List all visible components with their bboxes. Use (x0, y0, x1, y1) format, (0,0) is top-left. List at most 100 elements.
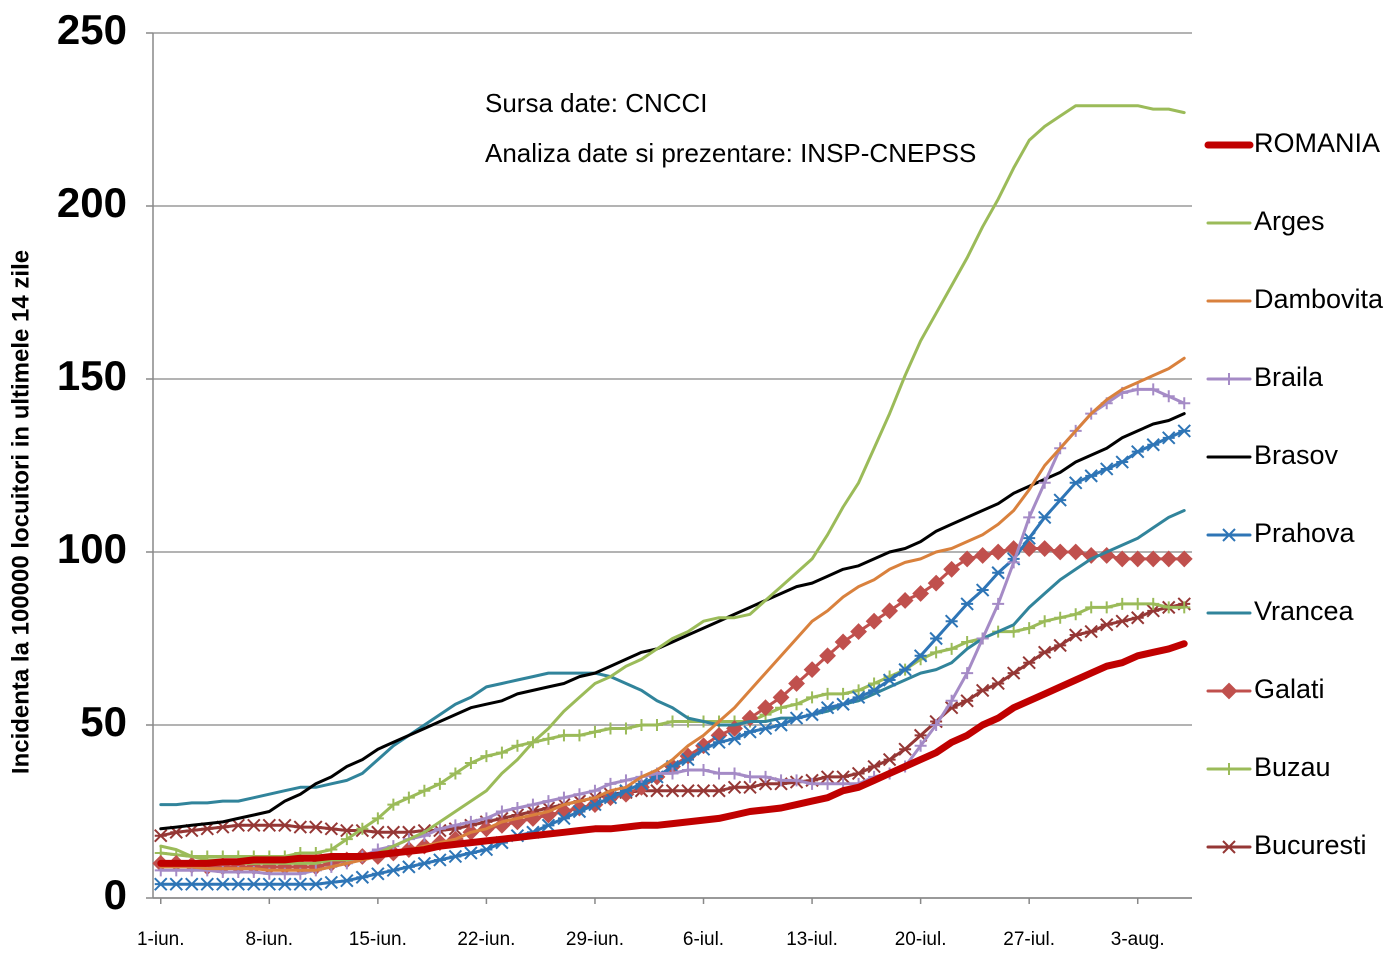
marker (834, 633, 852, 651)
marker (852, 684, 865, 697)
marker (1006, 666, 1021, 680)
marker (882, 673, 897, 687)
marker (1053, 638, 1067, 653)
marker (850, 623, 868, 640)
marker (882, 752, 897, 767)
marker (340, 873, 354, 888)
marker (836, 770, 850, 784)
legend-marker (1223, 763, 1235, 775)
marker (1162, 601, 1175, 614)
legend-label: Bucuresti (1254, 830, 1367, 860)
series (159, 412, 1186, 831)
marker (960, 597, 974, 611)
marker (898, 662, 912, 677)
marker (557, 791, 570, 804)
series (157, 640, 1188, 867)
marker (371, 812, 384, 825)
marker (820, 770, 835, 784)
marker (1100, 601, 1113, 614)
marker (402, 791, 415, 804)
marker (386, 825, 401, 839)
marker (896, 592, 914, 609)
x-tick-label: 8-iun. (246, 929, 294, 950)
marker (1162, 431, 1176, 445)
marker (418, 784, 431, 797)
marker (898, 742, 912, 756)
marker (1037, 645, 1052, 660)
annotation: Analiza date si prezentare: INSP-CNEPSS (485, 138, 976, 168)
marker (293, 820, 308, 834)
series (159, 356, 1186, 872)
marker (992, 597, 1005, 610)
marker (820, 700, 835, 715)
legend-label: Galati (1254, 674, 1325, 704)
marker (154, 829, 168, 843)
marker (789, 711, 804, 725)
marker (433, 822, 446, 835)
marker (696, 742, 711, 756)
marker (945, 642, 958, 655)
marker (943, 560, 961, 578)
marker (1178, 601, 1191, 614)
marker (697, 763, 710, 776)
legend-label: Prahova (1254, 518, 1356, 548)
marker (448, 849, 463, 864)
marker (974, 547, 992, 564)
marker (989, 543, 1007, 561)
marker (681, 784, 695, 798)
x-tick-label: 29-iun. (566, 929, 624, 950)
line (159, 412, 1186, 831)
marker (1146, 604, 1160, 618)
marker (356, 822, 369, 835)
marker (619, 774, 632, 787)
marker (837, 687, 850, 700)
marker (1038, 476, 1051, 489)
marker (588, 797, 602, 812)
marker (464, 846, 478, 860)
marker (696, 784, 711, 798)
marker (386, 863, 401, 878)
marker (247, 818, 261, 833)
marker (867, 759, 881, 774)
marker (449, 819, 462, 832)
marker (865, 612, 883, 630)
marker (464, 815, 477, 828)
marker (324, 822, 339, 836)
marker (1022, 531, 1036, 545)
marker (666, 715, 679, 728)
marker (806, 691, 819, 704)
marker (1051, 543, 1069, 561)
legend-label: Braila (1254, 362, 1324, 392)
marker (851, 766, 866, 781)
marker (511, 802, 524, 815)
marker (1068, 628, 1083, 642)
marker (340, 833, 353, 846)
legend-marker (1222, 840, 1236, 854)
marker (743, 725, 757, 739)
y-tick-label: 200 (57, 179, 127, 226)
marker (340, 823, 354, 838)
marker (604, 722, 617, 735)
marker (1160, 550, 1178, 568)
y-axis-title: Incidenta la 100000 locuitori in ultimel… (7, 250, 34, 774)
marker (1175, 550, 1193, 568)
x-tick-label: 20-iul. (895, 929, 947, 950)
marker (1007, 625, 1020, 638)
marker (790, 774, 803, 787)
marker (759, 770, 772, 783)
marker (927, 574, 945, 592)
marker (975, 683, 990, 698)
marker (961, 635, 974, 648)
marker (712, 784, 726, 798)
marker (775, 774, 788, 787)
marker (960, 694, 974, 708)
marker (1115, 614, 1129, 628)
marker (1054, 611, 1067, 624)
marker (433, 777, 446, 790)
line (159, 429, 1186, 886)
marker (1129, 550, 1147, 568)
marker (727, 780, 742, 794)
y-tick-label: 150 (57, 352, 127, 399)
marker (650, 719, 663, 731)
